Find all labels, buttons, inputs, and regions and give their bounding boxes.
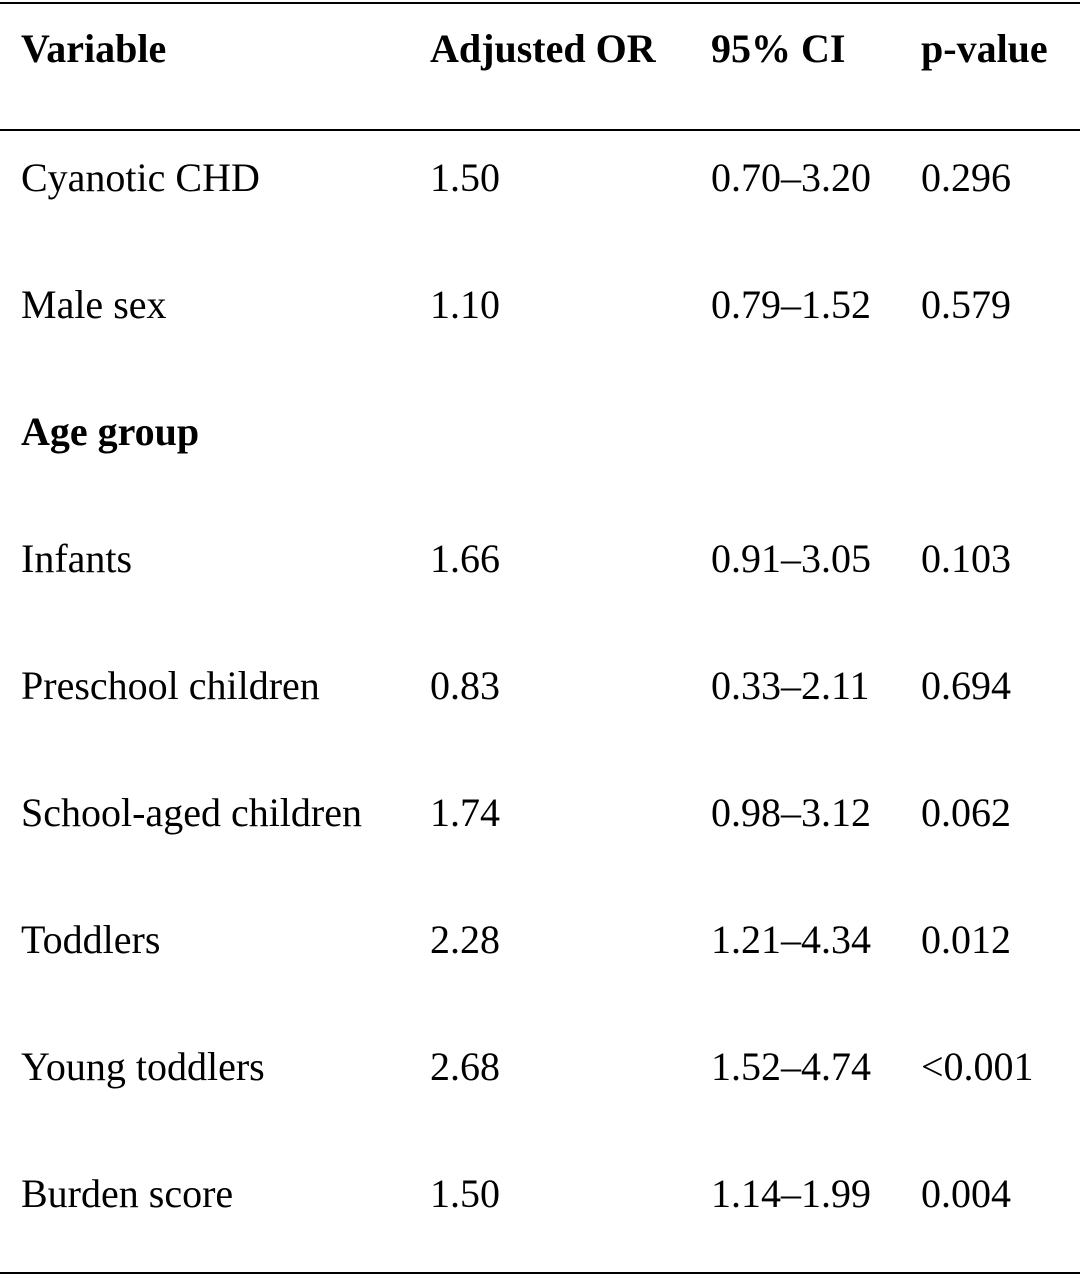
row-adjusted-or: 1.50: [430, 155, 500, 200]
row-p-value: 0.103: [921, 536, 1011, 581]
row-p-value: 0.004: [921, 1171, 1011, 1216]
row-adjusted-or: 1.66: [430, 536, 500, 581]
row-variable: Young toddlers: [21, 1044, 265, 1089]
row-p-value: <0.001: [921, 1044, 1034, 1089]
row-variable: Male sex: [21, 282, 167, 327]
row-variable: Toddlers: [21, 917, 161, 962]
header-95-ci: 95% CI: [711, 26, 846, 71]
row-variable: Cyanotic CHD: [21, 155, 260, 200]
row-adjusted-or: 1.50: [430, 1171, 500, 1216]
row-ci: 0.98–3.12: [711, 790, 871, 835]
table-top-rule: [0, 2, 1080, 4]
table-bottom-rule: [0, 1272, 1080, 1274]
row-adjusted-or: 0.83: [430, 663, 500, 708]
row-ci: 1.14–1.99: [711, 1171, 871, 1216]
row-variable: School-aged children: [21, 790, 362, 835]
row-variable: Preschool children: [21, 663, 320, 708]
row-ci: 0.33–2.11: [711, 663, 870, 708]
group-label-age-group: Age group: [21, 409, 200, 454]
header-rule: [0, 129, 1080, 131]
row-ci: 0.70–3.20: [711, 155, 871, 200]
row-ci: 0.79–1.52: [711, 282, 871, 327]
row-p-value: 0.694: [921, 663, 1011, 708]
row-adjusted-or: 1.74: [430, 790, 500, 835]
header-variable: Variable: [21, 26, 167, 71]
header-p-value: p-value: [921, 26, 1048, 71]
row-p-value: 0.579: [921, 282, 1011, 327]
header-adjusted-or: Adjusted OR: [430, 26, 656, 71]
row-variable: Burden score: [21, 1171, 234, 1216]
row-adjusted-or: 1.10: [430, 282, 500, 327]
row-p-value: 0.012: [921, 917, 1011, 962]
row-adjusted-or: 2.28: [430, 917, 500, 962]
row-ci: 0.91–3.05: [711, 536, 871, 581]
row-p-value: 0.296: [921, 155, 1011, 200]
row-ci: 1.52–4.74: [711, 1044, 871, 1089]
row-p-value: 0.062: [921, 790, 1011, 835]
row-variable: Infants: [21, 536, 133, 581]
row-ci: 1.21–4.34: [711, 917, 871, 962]
row-adjusted-or: 2.68: [430, 1044, 500, 1089]
